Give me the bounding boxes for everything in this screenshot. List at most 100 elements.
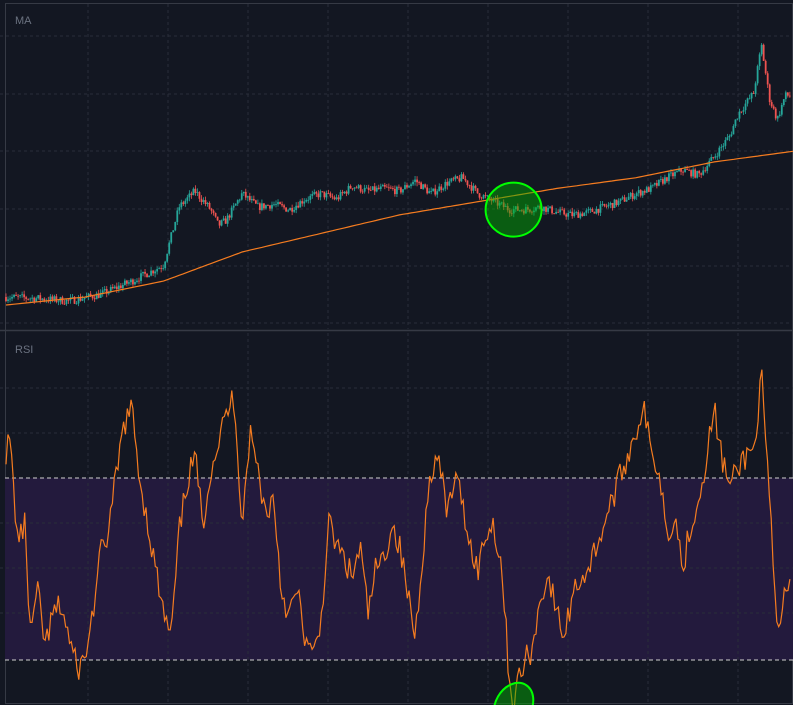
- candle-body: [152, 270, 154, 274]
- candle-body: [166, 253, 169, 262]
- candle-body: [587, 209, 590, 211]
- candle-body: [212, 210, 215, 213]
- candle-body: [557, 211, 560, 213]
- candle-body: [19, 295, 22, 297]
- candle-body: [73, 297, 76, 304]
- candle-body: [277, 202, 279, 205]
- candle-body: [65, 299, 68, 305]
- candle-body: [579, 213, 582, 218]
- candle-body: [17, 295, 19, 297]
- candle-body: [13, 294, 15, 297]
- candle-body: [196, 192, 199, 193]
- candle-body: [37, 295, 40, 299]
- candle-body: [518, 210, 521, 212]
- candle-body: [627, 196, 630, 200]
- candle-body: [343, 191, 346, 194]
- candle-body: [639, 190, 642, 196]
- candle-body: [651, 184, 654, 186]
- candle-body: [750, 92, 753, 99]
- candle-body: [190, 193, 193, 196]
- candle-body: [619, 198, 622, 201]
- candle-body: [323, 191, 326, 198]
- candle-body: [319, 191, 322, 198]
- candle-body: [726, 137, 729, 141]
- candle-body: [422, 184, 425, 189]
- candle-body: [303, 201, 306, 204]
- candle-body: [89, 293, 92, 296]
- candle-body: [188, 193, 191, 198]
- candle-body: [200, 198, 203, 202]
- candle-body: [553, 213, 555, 215]
- candle-body: [563, 209, 566, 215]
- candle-body: [452, 178, 455, 180]
- candle-body: [637, 190, 640, 194]
- candle-body: [406, 185, 408, 188]
- candle-body: [762, 44, 765, 61]
- candle-body: [117, 285, 120, 289]
- candle-body: [508, 210, 511, 214]
- candle-body: [367, 187, 370, 190]
- candle-body: [321, 191, 324, 193]
- candle-body: [119, 285, 122, 289]
- candle-body: [722, 145, 725, 147]
- candle-body: [738, 111, 741, 119]
- candle-body: [400, 187, 402, 193]
- candle-body: [27, 298, 30, 300]
- candle-body: [402, 189, 404, 193]
- candle-body: [329, 193, 332, 197]
- candle-body: [520, 210, 523, 212]
- candle-body: [202, 200, 205, 202]
- candle-body: [224, 218, 227, 224]
- candle-body: [371, 186, 374, 190]
- candle-body: [680, 168, 682, 172]
- candle-body: [71, 297, 74, 298]
- candle-body: [561, 209, 564, 211]
- candle-body: [134, 281, 136, 285]
- candle-body: [470, 185, 473, 191]
- candle-body: [514, 206, 517, 210]
- candle-body: [248, 196, 251, 201]
- candle-body: [31, 297, 34, 299]
- candle-body: [317, 193, 320, 198]
- candle-body: [571, 211, 574, 217]
- candle-body: [788, 95, 791, 97]
- candle-body: [734, 119, 737, 127]
- candle-body: [361, 191, 364, 193]
- candle-body: [698, 171, 701, 174]
- candle-body: [476, 188, 479, 194]
- candle-body: [621, 197, 624, 199]
- candle-body: [450, 178, 453, 182]
- candle-body: [444, 181, 447, 189]
- price-pane-label: MA: [15, 15, 32, 27]
- candle-body: [174, 221, 177, 231]
- candle-body: [595, 208, 598, 214]
- candle-body: [379, 186, 382, 189]
- candle-body: [244, 191, 247, 198]
- candle-body: [613, 199, 616, 208]
- candle-body: [442, 188, 445, 190]
- candle-body: [301, 201, 304, 204]
- candle-body: [146, 273, 148, 278]
- candle-body: [418, 182, 420, 184]
- candle-body: [549, 206, 551, 208]
- candle-body: [710, 157, 713, 161]
- candle-body: [655, 183, 658, 186]
- candle-body: [774, 108, 777, 119]
- candle-body: [236, 200, 239, 204]
- candle-body: [123, 280, 126, 285]
- candle-body: [416, 179, 418, 183]
- candle-body: [700, 173, 703, 175]
- candle-body: [295, 205, 298, 210]
- candle-body: [573, 212, 576, 217]
- candle-body: [77, 297, 80, 304]
- candle-body: [752, 92, 755, 94]
- candle-body: [482, 195, 485, 199]
- candle-body: [359, 185, 362, 192]
- candle-body: [256, 203, 259, 205]
- candle-body: [214, 212, 217, 217]
- candle-body: [657, 179, 660, 186]
- candle-body: [720, 146, 723, 148]
- candle-body: [522, 210, 525, 214]
- candle-body: [23, 294, 26, 298]
- candle-body: [115, 286, 118, 289]
